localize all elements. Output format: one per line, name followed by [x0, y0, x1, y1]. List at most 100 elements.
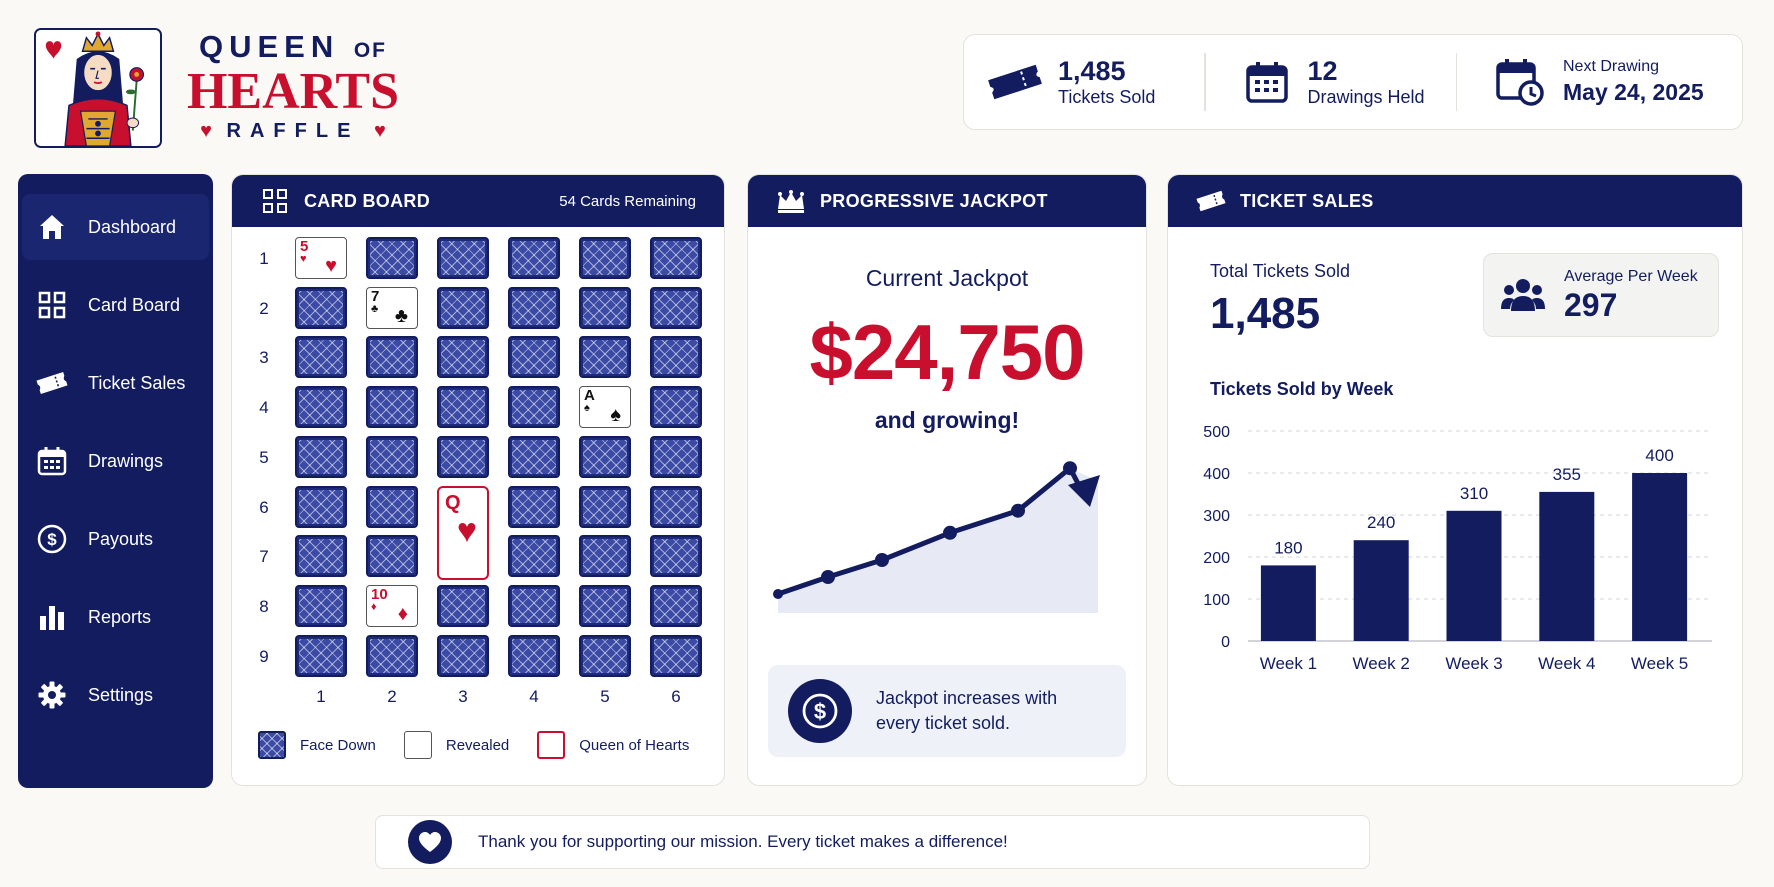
face-down-card[interactable]	[650, 535, 702, 578]
sidebar-item-dashboard[interactable]: Dashboard	[22, 194, 209, 260]
y-tick-label: 0	[1221, 634, 1230, 651]
logo: QUEEN OF HEARTS ♥ RAFFLE ♥	[34, 26, 404, 150]
card-suit-icon: ♥	[300, 253, 307, 265]
face-down-card[interactable]	[295, 584, 347, 627]
stat-label: Drawings Held	[1307, 87, 1425, 107]
face-down-card[interactable]	[366, 386, 418, 429]
brand-line-queen: QUEEN OF	[198, 29, 388, 64]
face-down-card[interactable]	[295, 634, 347, 677]
face-down-card[interactable]	[366, 237, 418, 279]
sidebar-item-label: Payouts	[88, 528, 154, 549]
face-down-card[interactable]	[366, 485, 418, 528]
face-down-card[interactable]	[508, 584, 560, 627]
card-rank: Q	[445, 491, 461, 514]
face-down-card[interactable]	[579, 634, 631, 677]
face-down-card[interactable]	[508, 485, 560, 528]
face-down-card[interactable]	[508, 535, 560, 578]
face-down-card[interactable]	[295, 435, 347, 478]
face-down-card[interactable]	[508, 634, 560, 677]
trend-area	[778, 468, 1098, 613]
panel-title: PROGRESSIVE JACKPOT	[820, 190, 1048, 211]
face-down-card[interactable]	[650, 485, 702, 528]
face-down-card[interactable]	[650, 386, 702, 429]
face-down-card[interactable]	[437, 237, 489, 279]
card-suit-icon: ♠	[584, 402, 590, 415]
face-down-card[interactable]	[437, 584, 489, 627]
face-down-swatch	[258, 731, 286, 759]
face-down-card[interactable]	[366, 435, 418, 478]
face-down-card[interactable]	[295, 485, 347, 528]
face-down-card[interactable]	[650, 584, 702, 627]
sidebar-item-card-board[interactable]: Card Board	[22, 272, 209, 338]
revealed-card[interactable]: A ♠ ♠	[579, 386, 631, 429]
sidebar-item-payouts[interactable]: $ Payouts	[22, 506, 209, 572]
card-board-panel: CARD BOARD 54 Cards Remaining 1 2 3 4 5 6 7 8 9 1…	[231, 174, 725, 786]
face-down-card[interactable]	[650, 634, 702, 677]
face-down-card[interactable]	[650, 237, 702, 279]
face-down-card[interactable]	[366, 336, 418, 379]
sidebar-item-label: Reports	[88, 606, 152, 627]
footer-text: Thank you for supporting our mission. Ev…	[478, 832, 1008, 851]
trend-point	[943, 525, 957, 540]
face-down-card[interactable]	[579, 286, 631, 329]
face-down-card[interactable]	[366, 634, 418, 677]
trend-arrowhead	[1068, 475, 1100, 507]
svg-text:$: $	[814, 699, 826, 724]
face-down-card[interactable]	[508, 336, 560, 379]
average-per-week-card: Average Per Week 297	[1483, 253, 1719, 337]
sidebar-item-settings[interactable]: Settings	[22, 662, 209, 728]
bar	[1632, 473, 1688, 641]
face-down-card[interactable]	[650, 435, 702, 478]
card-rank: 7	[371, 287, 380, 305]
face-down-card[interactable]	[579, 485, 631, 528]
face-down-card[interactable]	[579, 237, 631, 279]
face-down-card[interactable]	[508, 386, 560, 429]
ticket-icon	[986, 55, 1044, 109]
face-down-card[interactable]	[437, 435, 489, 478]
sidebar-item-ticket-sales[interactable]: Ticket Sales	[22, 350, 209, 416]
sidebar-item-drawings[interactable]: Drawings	[22, 428, 209, 494]
row-label: 2	[259, 298, 269, 318]
x-tick-label: Week 1	[1260, 654, 1317, 673]
face-down-card[interactable]	[579, 584, 631, 627]
calendar-clock-icon	[1495, 55, 1545, 109]
face-down-card[interactable]	[579, 336, 631, 379]
dollar-coin-icon: $	[788, 679, 852, 743]
column-label: 5	[600, 687, 610, 706]
y-tick-label: 100	[1203, 592, 1230, 609]
card-suit-icon: ♠	[610, 404, 621, 427]
face-down-card[interactable]	[437, 634, 489, 677]
face-down-card[interactable]	[579, 535, 631, 578]
jackpot-panel: PROGRESSIVE JACKPOT Current Jackpot $24,…	[747, 174, 1147, 786]
face-down-card[interactable]	[437, 386, 489, 429]
jackpot-amount: $24,750	[809, 308, 1086, 396]
revealed-card[interactable]: 7 ♣ ♣	[366, 286, 418, 329]
ticket-sales-panel: TICKET SALES Total Tickets Sold 1,485 Av…	[1167, 174, 1743, 786]
face-down-card[interactable]	[650, 336, 702, 379]
face-down-card[interactable]	[295, 286, 347, 329]
heart-icon	[408, 820, 452, 864]
face-down-card[interactable]	[295, 386, 347, 429]
row-label: 1	[259, 249, 269, 268]
face-down-card[interactable]	[366, 535, 418, 578]
face-down-card[interactable]	[295, 535, 347, 578]
column-label: 2	[387, 687, 397, 706]
face-down-card[interactable]	[579, 435, 631, 478]
stat-next-drawing: Next Drawing May 24, 2025	[1457, 52, 1704, 112]
face-down-card[interactable]	[508, 237, 560, 279]
bar-value-label: 180	[1274, 538, 1302, 557]
face-down-card[interactable]	[650, 286, 702, 329]
grid-icon	[36, 289, 68, 321]
sidebar-item-reports[interactable]: Reports	[22, 584, 209, 650]
revealed-card[interactable]: 10 ♦ ♦	[366, 584, 418, 627]
calendar-icon	[1244, 55, 1290, 109]
revealed-card[interactable]: 5 ♥ ♥	[295, 237, 347, 279]
face-down-card[interactable]	[437, 286, 489, 329]
face-down-card[interactable]	[295, 336, 347, 379]
face-down-card[interactable]	[508, 435, 560, 478]
column-label: 3	[458, 687, 468, 706]
queen-of-hearts-card[interactable]: Q ♥	[437, 485, 489, 580]
face-down-card[interactable]	[508, 286, 560, 329]
face-down-card[interactable]	[437, 336, 489, 379]
column-label: 1	[316, 687, 326, 706]
